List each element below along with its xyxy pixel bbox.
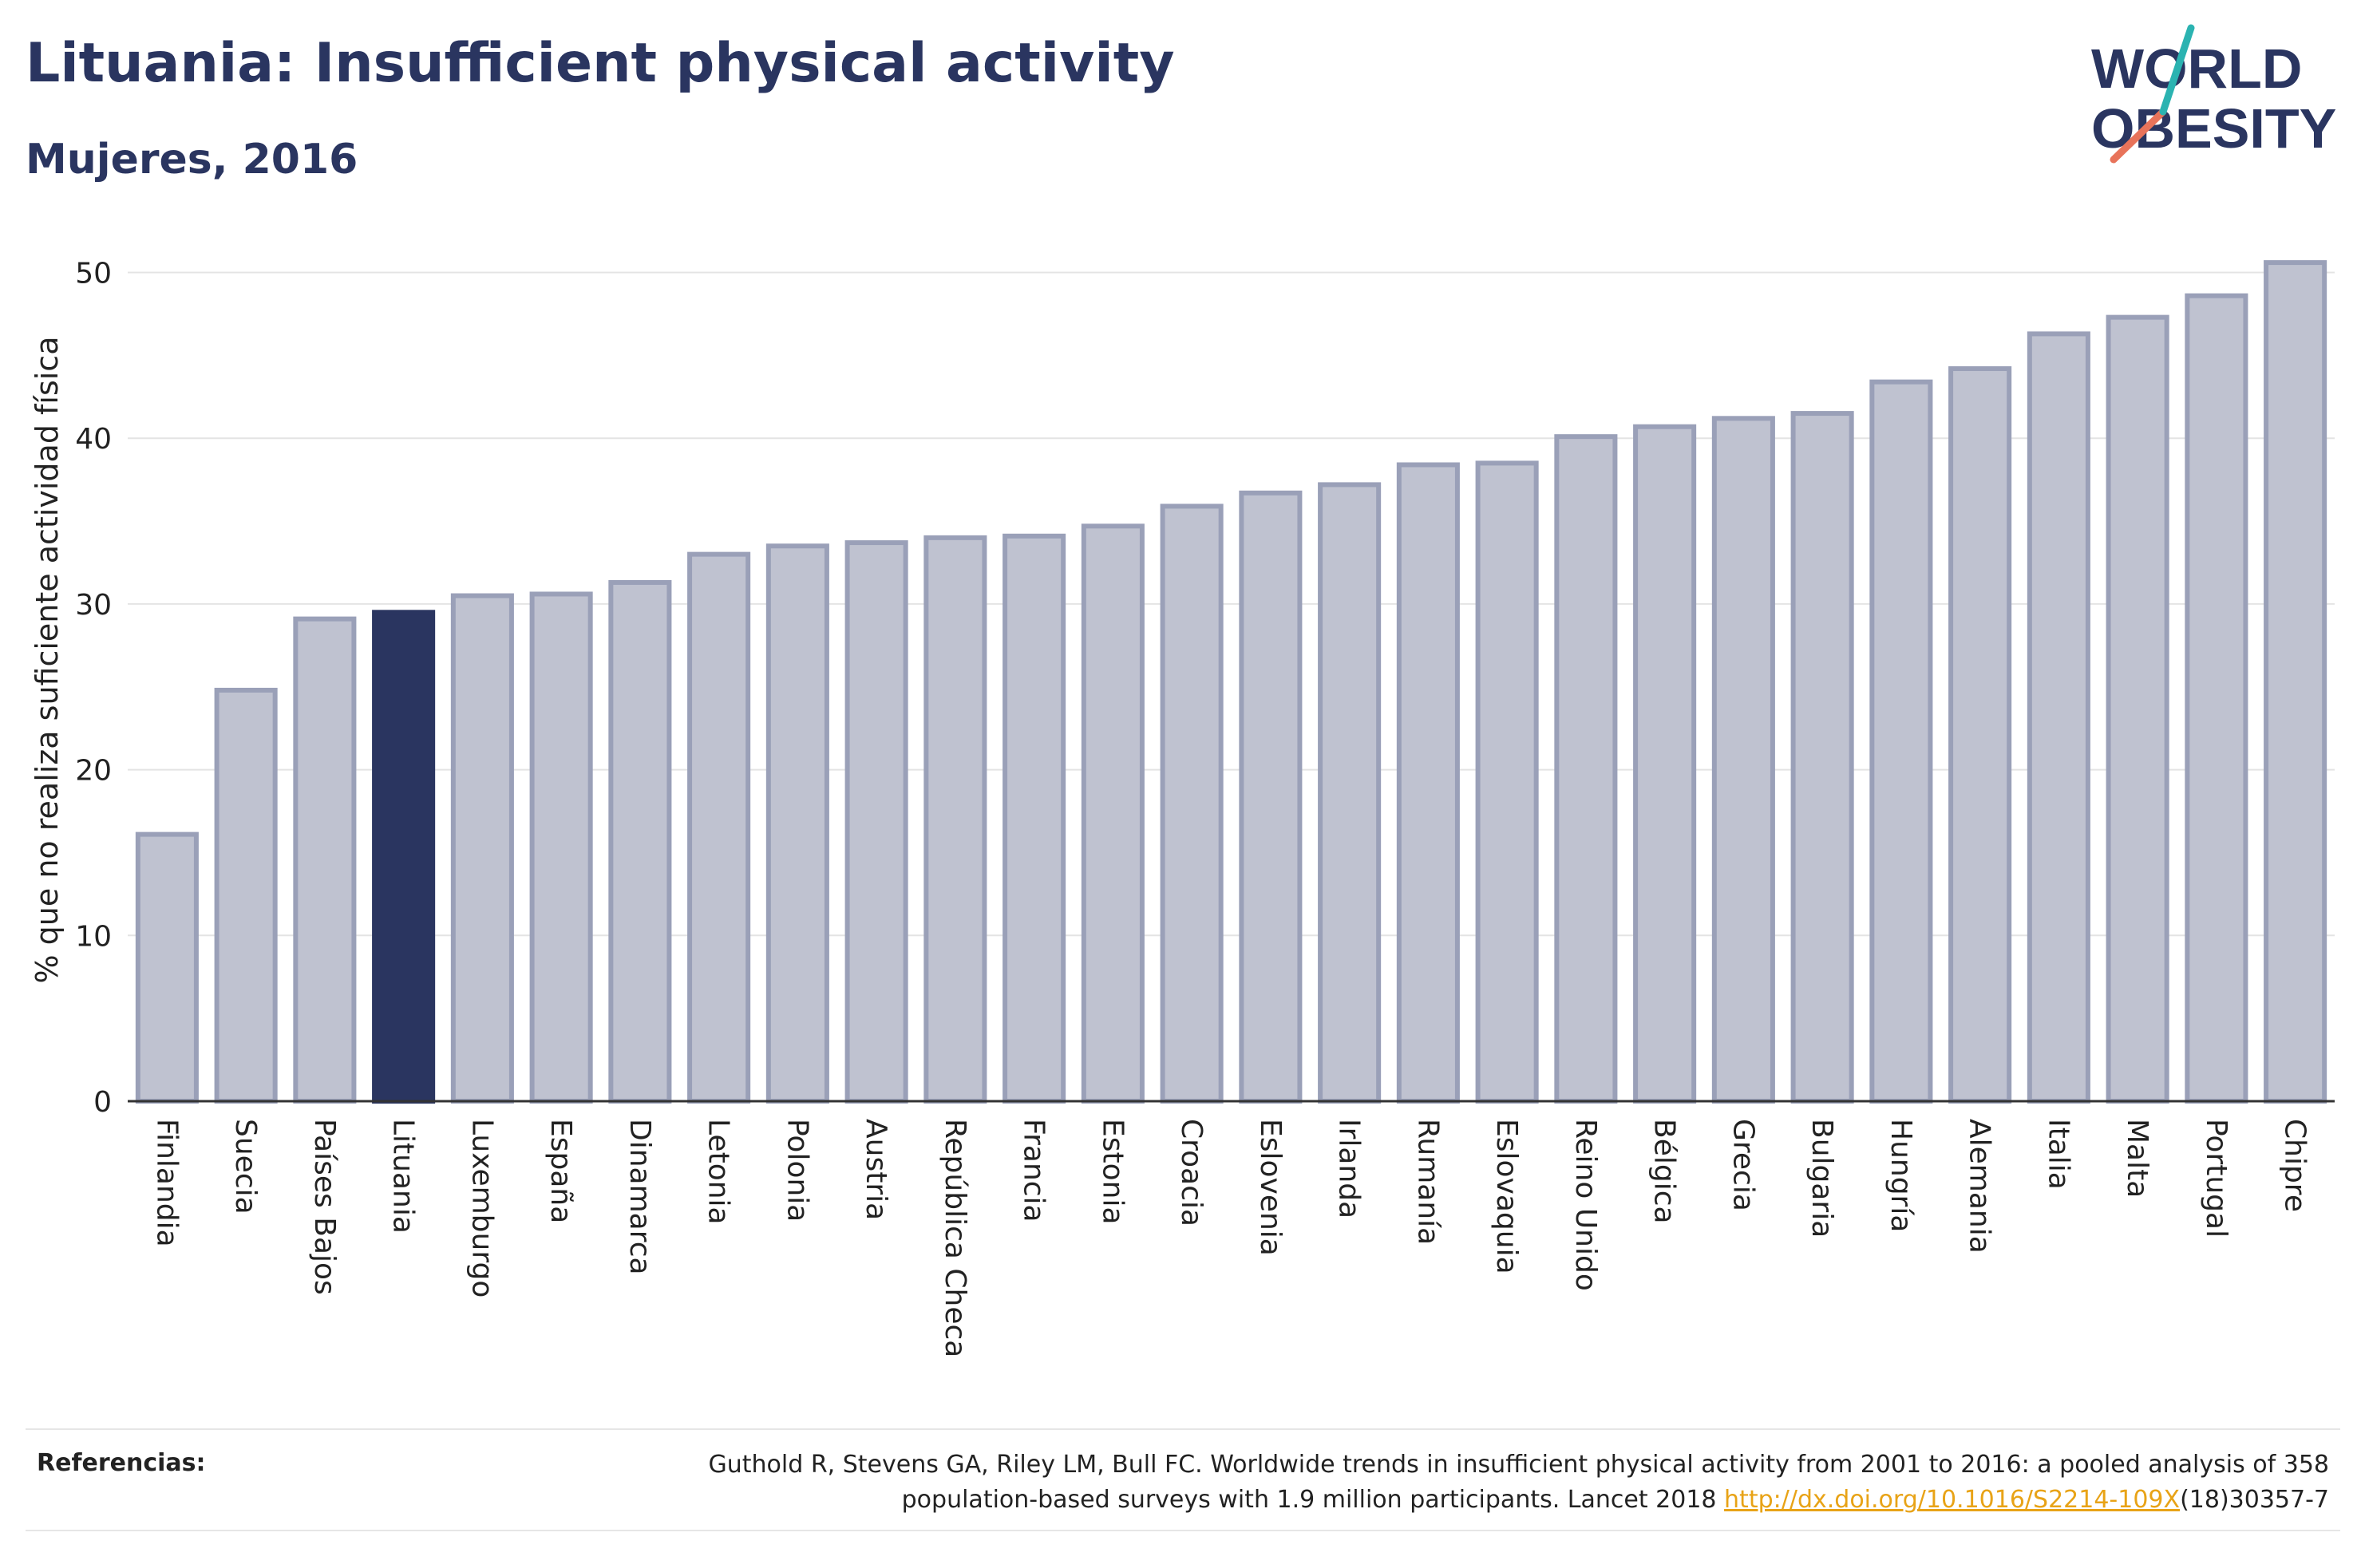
y-tick-label: 0 <box>93 1086 112 1119</box>
page-title: Lituania: Insufficient physical activity <box>26 32 1175 95</box>
bar-hungría <box>1869 379 1933 1104</box>
x-tick-label: Finlandia <box>150 1119 183 1247</box>
y-tick-labels: 0 10 20 30 40 50 <box>75 258 112 1119</box>
bar-suecia <box>214 687 278 1104</box>
bar-portugal <box>2185 293 2248 1104</box>
x-tick-label: Grecia <box>1726 1119 1759 1211</box>
reference-line-2: population-based surveys with 1.9 millio… <box>901 1486 1725 1514</box>
x-tick-label: Eslovaquia <box>1490 1119 1523 1274</box>
y-tick-label: 50 <box>75 258 112 290</box>
bar-bulgaria <box>1790 411 1854 1104</box>
x-tick-label: Letonia <box>702 1119 735 1225</box>
bar-países-bajos <box>293 616 357 1104</box>
bar-irlanda <box>1318 482 1382 1104</box>
references-footer: Referencias: Guthold R, Stevens GA, Rile… <box>26 1428 2340 1531</box>
bar-españa <box>529 591 593 1104</box>
bar-austria <box>844 540 908 1104</box>
x-tick-label: Países Bajos <box>308 1119 341 1295</box>
logo-slash-bottom <box>2110 108 2167 164</box>
x-tick-label: Rumanía <box>1411 1119 1444 1245</box>
x-tick-label: Hungría <box>1884 1119 1917 1232</box>
y-tick-label: 40 <box>75 423 112 456</box>
x-tick-label: España <box>544 1119 577 1223</box>
bar-eslovenia <box>1239 490 1303 1104</box>
x-tick-label: Polonia <box>781 1119 813 1222</box>
bar-alemania <box>1948 366 2012 1104</box>
logo-line2: OBESITY <box>2091 97 2336 160</box>
reference-line-2-suffix: (18)30357-7 <box>2180 1486 2329 1514</box>
bar-italia <box>2027 331 2090 1104</box>
x-tick-label: Luxemburgo <box>465 1119 498 1297</box>
bar-francia <box>1003 533 1066 1104</box>
bar-chart: 0 10 20 30 40 50 Finlandia Suecia Países Bajos L… <box>30 258 2335 1357</box>
page-subtitle: Mujeres, 2016 <box>26 136 358 184</box>
bar-rumanía <box>1396 462 1460 1104</box>
x-tick-label: Alemania <box>1964 1119 1996 1254</box>
bar-lituania <box>372 610 436 1104</box>
x-tick-label: Estonia <box>1096 1119 1129 1225</box>
bar-letonia <box>687 551 751 1104</box>
x-tick-label: Suecia <box>229 1119 262 1215</box>
references-text: Guthold R, Stevens GA, Riley LM, Bull FC… <box>573 1448 2329 1518</box>
bar-chipre <box>2264 260 2327 1104</box>
bar-bélgica <box>1633 424 1697 1104</box>
bar-croacia <box>1160 504 1224 1104</box>
x-tick-label: Croacia <box>1175 1119 1208 1226</box>
x-tick-label: Italia <box>2042 1119 2074 1190</box>
x-tick-label: Dinamarca <box>623 1119 656 1275</box>
x-tick-label: Bélgica <box>1648 1119 1681 1224</box>
y-tick-label: 30 <box>75 589 112 622</box>
x-tick-label: Francia <box>1018 1119 1050 1222</box>
logo-line1: WORLD <box>2091 38 2302 100</box>
x-tick-label: Eslovenia <box>1254 1119 1287 1256</box>
x-tick-label: República Checa <box>939 1119 971 1357</box>
logo-slash-top <box>2159 24 2195 116</box>
x-tick-labels: Finlandia Suecia Países Bajos Lituania Luxem… <box>150 1119 2311 1357</box>
x-tick-label: Austria <box>860 1119 892 1220</box>
references-label: Referencias: <box>37 1449 206 1477</box>
bar-estonia <box>1081 523 1145 1104</box>
bar-polonia <box>765 543 829 1104</box>
x-tick-label: Reino Unido <box>1569 1119 1602 1291</box>
x-tick-label: Lituania <box>387 1119 420 1234</box>
bar-eslovaquia <box>1475 460 1539 1104</box>
bar-dinamarca <box>608 579 672 1104</box>
bar-malta <box>2106 314 2169 1104</box>
bar-grecia <box>1711 416 1775 1104</box>
x-tick-label: Bulgaria <box>1805 1119 1838 1238</box>
y-tick-label: 10 <box>75 920 112 953</box>
x-tick-label: Portugal <box>2200 1119 2232 1238</box>
reference-doi-link[interactable]: http://dx.doi.org/10.1016/S2214-109X <box>1724 1486 2181 1514</box>
x-tick-label: Irlanda <box>1333 1119 1366 1218</box>
y-axis-label: % que no realiza suficiente actividad fí… <box>30 337 65 984</box>
bar-república-checa <box>923 535 987 1104</box>
world-obesity-logo: WORLD OBESITY <box>2091 24 2336 164</box>
x-tick-label: Chipre <box>2279 1119 2312 1212</box>
reference-line-1: Guthold R, Stevens GA, Riley LM, Bull FC… <box>708 1451 2329 1479</box>
x-tick-label: Malta <box>2121 1119 2153 1198</box>
y-tick-label: 20 <box>75 755 112 788</box>
bar-luxemburgo <box>450 593 514 1104</box>
bar-finlandia <box>135 831 199 1104</box>
bar-reino-unido <box>1554 434 1618 1104</box>
bars <box>135 260 2327 1104</box>
